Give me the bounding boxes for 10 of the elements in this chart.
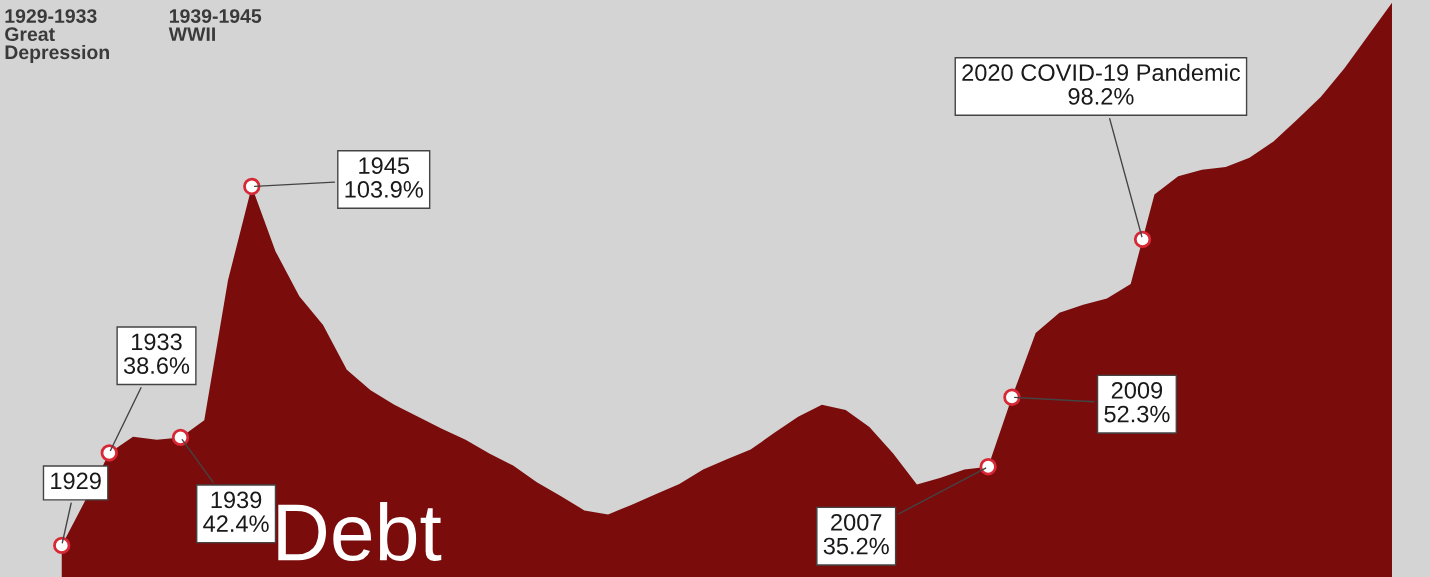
annotation: 1929 [51, 472, 101, 490]
annotation: 1929-1933 Great Depression [5, 9, 109, 64]
text: Debt [278, 501, 442, 562]
annotation: 1933 38.6% [123, 333, 190, 374]
annotation: 2007 35.2% [823, 513, 889, 555]
annotation: 1939-1945 WWII [168, 9, 262, 41]
annotation: 2009 52.3% [1104, 381, 1170, 423]
annotation: 1945 103.9% [345, 157, 423, 198]
annotation: 1939 42.4% [203, 491, 269, 532]
annotation: 2020 COVID-19 Pandemic 98.2% [962, 63, 1241, 105]
